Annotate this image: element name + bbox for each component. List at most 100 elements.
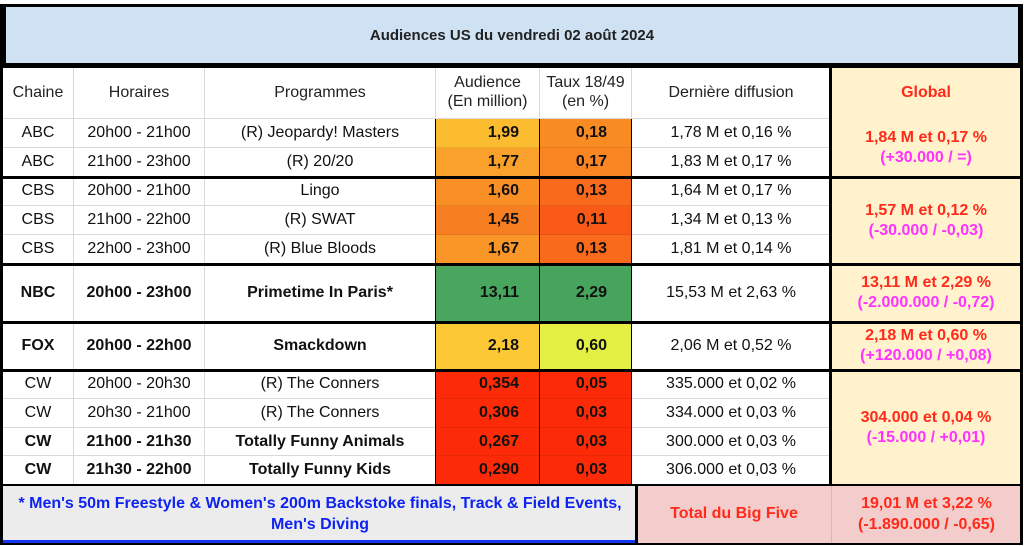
cell-audience: 1,99 [436,119,540,148]
global-cw: 304.000 et 0,04 % (-15.000 / +0,01) [831,370,1021,485]
border-line [3,176,1021,179]
global-main: 304.000 et 0,04 % [860,408,992,426]
global-main: 2,18 M et 0,60 % [865,327,987,344]
global-delta: (-2.000.000 / -0,72) [857,294,995,311]
cell-derniere: 334.000 et 0,03 % [632,399,831,428]
header-taux-line2: (en %) [561,93,610,110]
cell-horaires: 20h00 - 21h00 [74,119,205,148]
header-global: Global [831,66,1021,119]
cell-programme: Smackdown [205,322,436,370]
global-main: 1,84 M et 0,17 % [865,129,987,146]
cell-chaine: CW [3,399,74,428]
cell-taux: 0,05 [540,370,632,399]
cell-taux: 0,11 [540,206,632,235]
header-taux: Taux 18/49 (en %) [540,66,632,119]
cell-horaires: 20h00 - 23h00 [74,264,205,322]
cell-audience: 0,306 [436,399,540,428]
cell-chaine: CBS [3,177,74,206]
cell-audience: 13,11 [436,264,540,322]
cell-audience: 0,267 [436,428,540,456]
cell-chaine: CW [3,370,74,399]
cell-taux: 0,60 [540,322,632,370]
border-line [0,4,3,545]
cell-programme: (R) Jeopardy! Masters [205,119,436,148]
header-audience-line2: (En million) [447,93,528,110]
cell-audience: 2,18 [436,322,540,370]
border-line [3,65,1021,68]
cell-chaine: CBS [3,235,74,264]
total-value: 19,01 M et 3,22 % (-1.890.000 / -0,65) [831,485,1021,543]
cell-audience: 1,45 [436,206,540,235]
global-main: 13,11 M et 2,29 % [861,274,991,291]
border-line [3,369,1021,372]
cell-programme: (R) SWAT [205,206,436,235]
cell-derniere: 15,53 M et 2,63 % [632,264,831,322]
cell-taux: 0,13 [540,235,632,264]
border-line [631,119,632,485]
cell-programme: Primetime In Paris* [205,264,436,322]
cell-horaires: 20h00 - 20h30 [74,370,205,399]
cell-derniere: 1,78 M et 0,16 % [632,119,831,148]
cell-derniere: 1,83 M et 0,17 % [632,148,831,177]
border-line [1020,4,1023,545]
cell-derniere: 2,06 M et 0,52 % [632,322,831,370]
total-label: Total du Big Five [637,485,831,543]
cell-audience: 0,354 [436,370,540,399]
header-derniere-diffusion: Dernière diffusion [632,66,831,119]
cell-taux: 0,17 [540,148,632,177]
cell-chaine: ABC [3,148,74,177]
cell-taux: 0,03 [540,456,632,485]
cell-taux: 0,03 [540,428,632,456]
cell-programme: (R) The Conners [205,370,436,399]
global-fox: 2,18 M et 0,60 % (+120.000 / +0,08) [831,322,1021,370]
border-line [435,119,436,485]
cell-horaires: 21h00 - 23h00 [74,148,205,177]
global-delta: (+30.000 / =) [880,149,972,166]
border-line [3,263,1021,266]
cell-programme: (R) Blue Bloods [205,235,436,264]
cell-derniere: 335.000 et 0,02 % [632,370,831,399]
global-cbs: 1,57 M et 0,12 % (-30.000 / -0,03) [831,177,1021,264]
cell-derniere: 1,64 M et 0,17 % [632,177,831,206]
cell-audience: 1,60 [436,177,540,206]
cell-chaine: CW [3,456,74,485]
border-line [539,119,540,485]
cell-chaine: CBS [3,206,74,235]
cell-chaine: ABC [3,119,74,148]
border-line [635,484,638,545]
global-nbc: 13,11 M et 2,29 % (-2.000.000 / -0,72) [831,264,1021,322]
cell-audience: 1,67 [436,235,540,264]
header-audience: Audience (En million) [436,66,540,119]
cell-derniere: 300.000 et 0,03 % [632,428,831,456]
border-line [3,484,1021,486]
cell-taux: 2,29 [540,264,632,322]
cell-programme: (R) 20/20 [205,148,436,177]
global-delta: (+120.000 / +0,08) [860,347,992,364]
cell-taux: 0,03 [540,399,632,428]
cell-chaine: NBC [3,264,74,322]
cell-horaires: 20h00 - 22h00 [74,322,205,370]
header-programmes: Programmes [205,66,436,119]
cell-chaine: FOX [3,322,74,370]
header-chaine: Chaine [3,66,74,119]
footnote: * Men's 50m Freestyle & Women's 200m Bac… [3,485,637,543]
cell-programme: Totally Funny Kids [205,456,436,485]
total-delta: (-1.890.000 / -0,65) [858,516,995,533]
border-line [3,543,1021,545]
cell-derniere: 306.000 et 0,03 % [632,456,831,485]
cell-horaires: 21h30 - 22h00 [74,456,205,485]
global-delta: (-15.000 / +0,01) [866,428,986,446]
cell-taux: 0,18 [540,119,632,148]
cell-programme: Totally Funny Animals [205,428,436,456]
cell-programme: Lingo [205,177,436,206]
cell-horaires: 22h00 - 23h00 [74,235,205,264]
cell-horaires: 21h00 - 22h00 [74,206,205,235]
cell-programme: (R) The Conners [205,399,436,428]
page-title: Audiences US du vendredi 02 août 2024 [3,4,1021,66]
total-main: 19,01 M et 3,22 % [861,495,992,512]
cell-chaine: CW [3,428,74,456]
header-audience-line1: Audience [454,74,521,91]
header-taux-line1: Taux 18/49 [546,74,625,91]
global-abc: 1,84 M et 0,17 % (+30.000 / =) [831,119,1021,177]
cell-audience: 1,77 [436,148,540,177]
